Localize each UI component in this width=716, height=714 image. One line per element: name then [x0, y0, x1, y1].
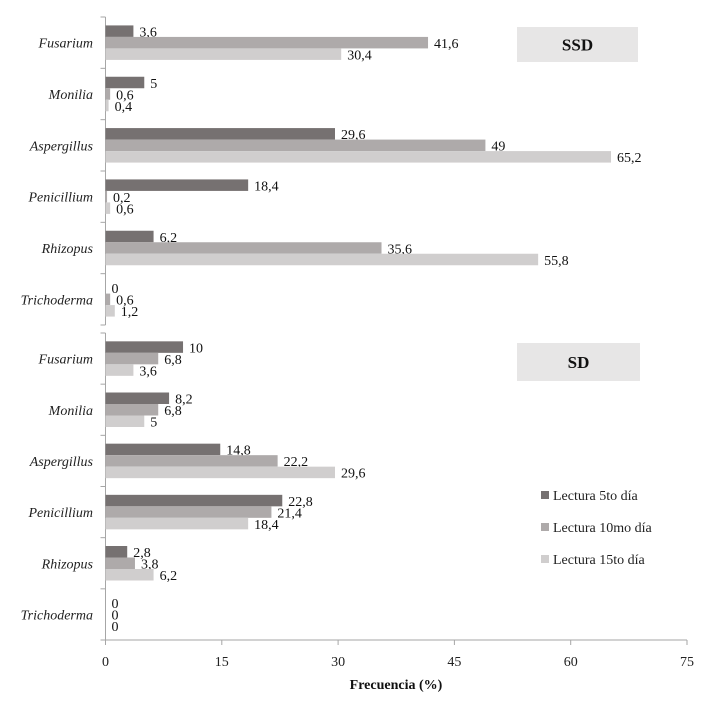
- data-label: 0,2: [113, 191, 130, 206]
- data-label: 29,6: [341, 128, 366, 143]
- data-label: 10: [189, 341, 203, 356]
- bar-ssd-series-3: [105, 305, 115, 317]
- x-tick-label: 60: [564, 655, 578, 670]
- bar-sd-series-3: [105, 569, 154, 581]
- category-label: Monilia: [48, 404, 93, 419]
- data-label: 5: [150, 416, 157, 431]
- x-tick-label: 0: [102, 655, 109, 670]
- bar-ssd-series-2: [105, 139, 486, 152]
- bar-ssd-series-2: [105, 88, 111, 100]
- bar-sd-series-3: [105, 415, 145, 427]
- data-label: 8,2: [175, 393, 193, 408]
- bar-sd-series-3: [105, 364, 134, 376]
- data-label: 6,2: [160, 569, 178, 584]
- panel-label-box: [517, 343, 640, 381]
- panel-label: SD: [568, 353, 590, 372]
- data-label: 41,6: [434, 37, 459, 52]
- data-label: 6,8: [164, 353, 182, 368]
- bar-ssd-series-1: [105, 128, 335, 140]
- bar-ssd-series-2: [105, 36, 429, 49]
- category-label: Penicillium: [27, 191, 93, 206]
- bar-ssd-series-1: [105, 25, 134, 37]
- bar-sd-series-3: [105, 466, 335, 479]
- data-label: 0,6: [116, 294, 134, 309]
- category-label: Aspergillus: [29, 139, 94, 154]
- bar-sd-series-1: [105, 341, 184, 353]
- legend-swatch: [541, 491, 549, 499]
- bar-ssd-series-2: [105, 190, 108, 203]
- category-label: Aspergillus: [29, 455, 94, 470]
- bar-ssd-series-1: [105, 230, 154, 243]
- bar-ssd-series-1: [105, 76, 145, 89]
- data-label: 0: [112, 282, 119, 297]
- bar-ssd-series-3: [105, 99, 109, 112]
- data-label: 0,4: [115, 100, 133, 115]
- bar-sd-series-2: [105, 404, 159, 416]
- legend-item: Lectura 15to día: [553, 553, 646, 568]
- data-label: 18,4: [254, 179, 278, 194]
- data-label: 14,8: [226, 444, 251, 459]
- category-label: Fusarium: [38, 353, 93, 368]
- data-label: 5: [150, 77, 157, 92]
- x-tick-label: 75: [680, 655, 694, 670]
- data-label: 65,2: [617, 151, 642, 166]
- data-label: 1,2: [121, 305, 139, 320]
- bar-ssd-series-2: [105, 293, 111, 306]
- data-label: 3,8: [141, 558, 159, 573]
- data-label: 22,8: [288, 495, 313, 510]
- category-label: Trichoderma: [21, 608, 93, 623]
- bar-ssd-series-3: [105, 202, 111, 214]
- bar-sd-series-1: [105, 443, 221, 456]
- data-label: 6,8: [164, 404, 182, 419]
- x-tick-label: 15: [215, 655, 229, 670]
- data-label: 0,6: [116, 202, 134, 217]
- bar-ssd-series-3: [105, 253, 539, 266]
- x-tick-label: 45: [447, 655, 461, 670]
- data-label: 2,8: [133, 546, 151, 561]
- data-label: 3,6: [139, 364, 157, 379]
- panel-label-box: [517, 27, 638, 62]
- data-label: 0: [112, 597, 119, 612]
- category-label: Fusarium: [38, 37, 93, 52]
- data-label: 0,6: [116, 88, 134, 103]
- data-label: 21,4: [277, 506, 302, 521]
- bar-sd-series-1: [105, 546, 128, 558]
- data-label: 6,2: [160, 231, 178, 246]
- bar-sd-series-1: [105, 494, 283, 507]
- bar-ssd-series-2: [105, 242, 382, 254]
- category-label: Monilia: [48, 88, 93, 103]
- legend-swatch: [541, 555, 549, 563]
- data-label: 3,6: [139, 25, 157, 40]
- panel-label: SSD: [562, 36, 593, 55]
- bar-sd-series-2: [105, 506, 272, 518]
- legend-swatch: [541, 523, 549, 531]
- bar-sd-series-2: [105, 557, 135, 569]
- legend-item: Lectura 10mo día: [553, 521, 653, 536]
- bar-sd-series-1: [105, 392, 170, 404]
- data-label: 0: [112, 620, 119, 635]
- category-label: Rhizopus: [41, 557, 94, 572]
- data-label: 35,6: [388, 242, 413, 257]
- bar-sd-series-2: [105, 352, 159, 365]
- bar-ssd-series-3: [105, 48, 342, 60]
- x-tick-label: 30: [331, 655, 345, 670]
- x-axis-title: Frecuencia (%): [350, 678, 443, 693]
- data-label: 55,8: [544, 254, 569, 269]
- category-label: Rhizopus: [41, 242, 94, 257]
- bar-ssd-series-3: [105, 151, 612, 163]
- data-label: 0: [112, 609, 119, 624]
- bar-sd-series-2: [105, 455, 278, 467]
- bar-ssd-series-1: [105, 179, 249, 191]
- data-label: 29,6: [341, 467, 366, 482]
- data-label: 22,2: [284, 455, 309, 470]
- category-label: Penicillium: [27, 506, 93, 521]
- legend-item: Lectura 5to día: [553, 489, 639, 504]
- data-label: 30,4: [347, 48, 372, 63]
- data-label: 49: [491, 140, 505, 155]
- bar-sd-series-3: [105, 517, 249, 530]
- data-label: 18,4: [254, 518, 278, 533]
- category-label: Trichoderma: [21, 293, 93, 308]
